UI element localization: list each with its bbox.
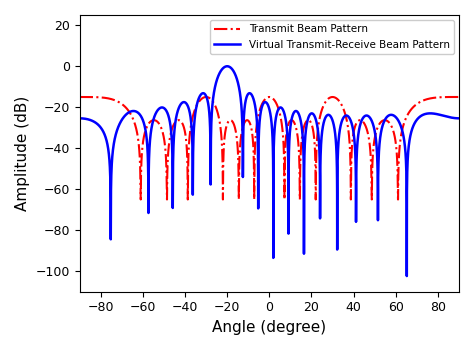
Transmit Beam Pattern	[146, 121, 152, 126]
Virtual Transmit-Receive Beam Pattern	[77, 116, 82, 120]
Virtual Transmit-Receive Beam Pattern	[224, 64, 230, 68]
Transmit Beam Pattern	[304, 118, 310, 122]
Legend: Transmit Beam Pattern, Virtual Transmit-Receive Beam Pattern: Transmit Beam Pattern, Virtual Transmit-…	[210, 20, 454, 54]
Virtual Transmit-Receive Beam Pattern	[389, 113, 394, 117]
Virtual Transmit-Receive Beam Pattern	[222, 65, 228, 69]
Virtual Transmit-Receive Beam Pattern	[146, 187, 151, 191]
Transmit Beam Pattern	[389, 124, 394, 128]
Virtual Transmit-Receive Beam Pattern	[360, 116, 365, 120]
Virtual Transmit-Receive Beam Pattern	[304, 120, 310, 124]
Transmit Beam Pattern	[456, 95, 462, 99]
X-axis label: Angle (degree): Angle (degree)	[212, 320, 327, 335]
Virtual Transmit-Receive Beam Pattern	[324, 114, 329, 118]
Virtual Transmit-Receive Beam Pattern	[404, 274, 410, 278]
Line: Transmit Beam Pattern: Transmit Beam Pattern	[80, 97, 459, 199]
Transmit Beam Pattern	[222, 134, 228, 139]
Y-axis label: Amplitude (dB): Amplitude (dB)	[15, 96, 30, 211]
Transmit Beam Pattern	[138, 197, 144, 202]
Line: Virtual Transmit-Receive Beam Pattern: Virtual Transmit-Receive Beam Pattern	[80, 66, 459, 276]
Virtual Transmit-Receive Beam Pattern	[456, 116, 462, 120]
Transmit Beam Pattern	[77, 95, 82, 99]
Transmit Beam Pattern	[324, 99, 329, 103]
Transmit Beam Pattern	[360, 119, 365, 124]
